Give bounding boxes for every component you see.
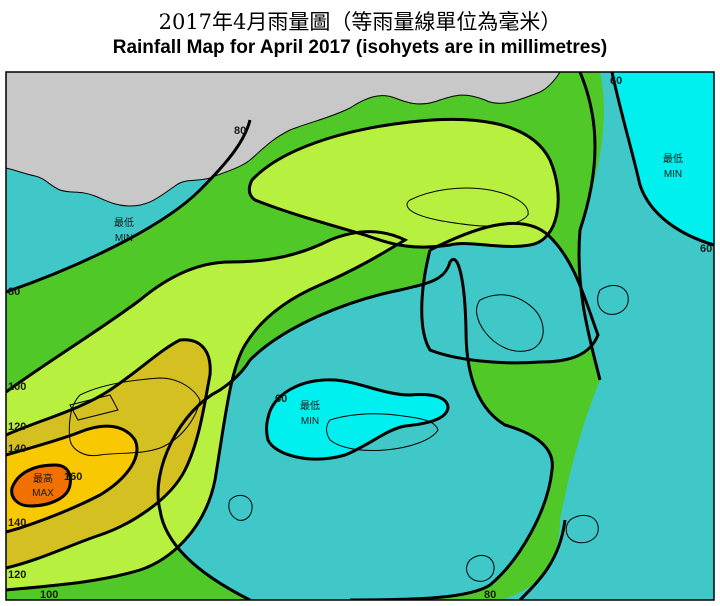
isohyet-60-centre <box>265 378 450 461</box>
isohyet-80-north <box>6 119 252 294</box>
isohyet-label-120-south: 120 <box>8 569 26 581</box>
outline-lantau <box>68 377 201 457</box>
isohyet-label-60-east: 60 <box>700 243 712 255</box>
map-title-chinese: 2017年4月雨量圖（等雨量線單位為毫米） <box>158 10 562 34</box>
isohyet-60-east-lobe <box>420 221 600 365</box>
isohyet-100-north <box>247 117 560 249</box>
zone-min-centre-en: MIN <box>301 416 319 427</box>
outline-islands-east <box>597 284 629 315</box>
isohyet-100-west <box>6 230 409 592</box>
map-title-english: Rainfall Map for April 2017 (isohyets ar… <box>112 37 608 58</box>
isohyet-label-80-south: 80 <box>484 589 496 601</box>
outline-po-toi <box>466 554 495 582</box>
isohyet-60-enclave <box>248 258 554 600</box>
outline-islands-southeast <box>565 514 599 544</box>
isohyet-label-120-west: 120 <box>8 421 26 433</box>
band-lt60-centre <box>266 379 448 460</box>
zone-min-west-zh: 最低 <box>114 216 134 229</box>
outline-chek-lap-kok <box>69 394 119 421</box>
outline-lamma <box>228 494 253 521</box>
outline-hk-island <box>326 413 439 451</box>
zone-max-zh: 最高 <box>33 472 53 485</box>
isohyet-80-east <box>577 72 602 381</box>
isohyet-label-60-ne: 60 <box>610 75 622 87</box>
zone-min-centre-zh: 最低 <box>300 399 320 412</box>
isohyet-160 <box>10 463 72 508</box>
outline-sai-kung <box>476 294 544 352</box>
zone-min-east-en: MIN <box>664 169 682 180</box>
zone-min-east-zh: 最低 <box>663 152 683 165</box>
isohyet-label-140-upper: 140 <box>8 443 26 455</box>
isohyet-label-80-north: 80 <box>234 125 246 137</box>
outline-tolo-harbour <box>406 187 529 227</box>
band-lt60-east <box>612 72 714 245</box>
band-gt160-max <box>11 465 71 506</box>
isohyet-140 <box>6 424 139 534</box>
zone-min-west-en: MIN <box>115 233 133 244</box>
land-outside-territory <box>6 72 560 206</box>
band-100-120-north <box>249 119 559 248</box>
isohyet-label-80-west: 80 <box>8 286 20 298</box>
zone-max-en: MAX <box>32 488 54 499</box>
coastline-north <box>6 72 561 207</box>
isohyet-label-60-centre: 60 <box>275 393 287 405</box>
map-frame <box>5 71 715 601</box>
isohyet-label-160: 160 <box>64 471 82 483</box>
isohyet-label-100-south: 100 <box>40 589 58 601</box>
isohyet-label-100-west: 100 <box>8 381 26 393</box>
isohyet-120 <box>6 338 212 570</box>
isohyet-label-140-lower: 140 <box>8 517 26 529</box>
isohyet-60-east <box>610 72 714 247</box>
isohyet-80-south <box>518 519 567 600</box>
